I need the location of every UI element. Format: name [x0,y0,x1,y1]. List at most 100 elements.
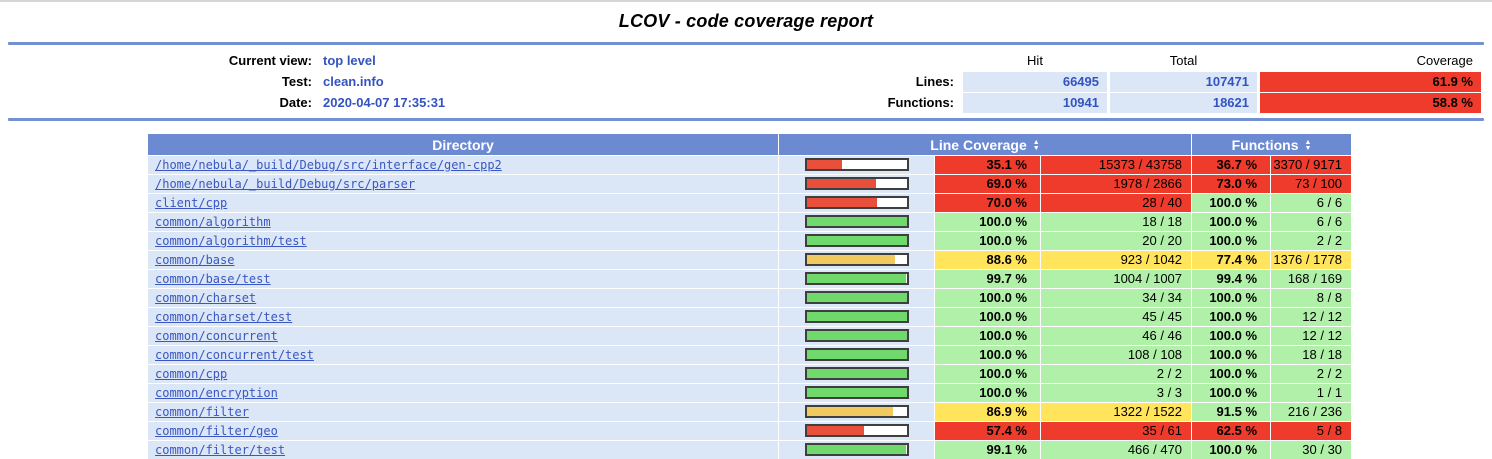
directory-link[interactable]: common/encryption [155,386,278,400]
coverage-bar [804,405,909,419]
directory-link[interactable]: common/algorithm [155,215,271,229]
coverage-table-body: /home/nebula/_build/Debug/src/interface/… [148,156,1352,459]
directory-link[interactable]: common/filter [155,405,249,419]
sort-updown-icon[interactable]: ▲ ▼ [1304,139,1312,152]
line-coverage-column-header: Line Coverage ▲ ▼ [779,134,1192,155]
table-row: common/filter/test 99.1 % 466 / 470 100.0 %… [148,441,1352,459]
lines-hit-value: 66495 [963,72,1107,92]
directory-column-header: Directory [148,134,778,155]
sort-updown-icon[interactable]: ▲ ▼ [1032,139,1040,152]
func-count-cell: 18 / 18 [1271,346,1352,364]
test-value: clean.info [323,74,384,89]
coverage-bar-cell [779,327,934,345]
func-percent-cell: 100.0 % [1192,327,1271,345]
lines-label: Lines: [915,74,954,89]
line-percent-cell: 99.1 % [935,441,1040,459]
coverage-bar-fill [806,350,907,360]
directory-cell: client/cpp [148,194,778,212]
line-count-cell: 923 / 1042 [1041,251,1192,269]
table-row: /home/nebula/_build/Debug/src/parser 69.0… [148,175,1352,193]
line-percent-cell: 100.0 % [935,232,1040,250]
table-row: /home/nebula/_build/Debug/src/interface/… [148,156,1352,174]
table-row: client/cpp 70.0 % 28 / 40 100.0 % 6 / 6 [148,194,1352,212]
summary-metrics: Hit Total Coverage Lines: 66495 107471 6… [846,50,1484,114]
coverage-bar-cell [779,384,934,402]
coverage-bar-fill [806,331,907,341]
directory-cell: common/concurrent [148,327,778,345]
directory-link[interactable]: common/base [155,253,235,267]
directory-cell: common/filter/geo [148,422,778,440]
line-count-cell: 1322 / 1522 [1041,403,1192,421]
coverage-bar [804,310,909,324]
directory-cell: common/base [148,251,778,269]
func-percent-cell: 100.0 % [1192,365,1271,383]
coverage-bar [804,215,909,229]
line-percent-cell: 100.0 % [935,327,1040,345]
table-row: common/base 88.6 % 923 / 1042 77.4 % 1376 / … [148,251,1352,269]
line-percent-cell: 88.6 % [935,251,1040,269]
func-count-cell: 6 / 6 [1271,213,1352,231]
directory-link[interactable]: /home/nebula/_build/Debug/src/interface/… [155,158,502,172]
coverage-bar-fill [806,217,907,227]
coverage-bar-cell [779,232,934,250]
directory-link[interactable]: /home/nebula/_build/Debug/src/parser [155,177,416,191]
directory-cell: common/charset/test [148,308,778,326]
line-percent-cell: 100.0 % [935,384,1040,402]
coverage-bar-cell [779,251,934,269]
line-count-cell: 1004 / 1007 [1041,270,1192,288]
directory-link[interactable]: common/algorithm/test [155,234,307,248]
coverage-bar-cell [779,270,934,288]
window-top-border [0,0,1492,2]
coverage-bar [804,386,909,400]
directory-link[interactable]: common/filter/geo [155,424,278,438]
directory-link[interactable]: common/charset/test [155,310,293,324]
func-percent-cell: 91.5 % [1192,403,1271,421]
line-count-cell: 20 / 20 [1041,232,1192,250]
date-value: 2020-04-07 17:35:31 [323,95,446,110]
coverage-bar-fill [806,426,864,436]
coverage-bar-cell [779,194,934,212]
coverage-bar-cell [779,365,934,383]
table-row: common/charset 100.0 % 34 / 34 100.0 % 8 / 8 [148,289,1352,307]
coverage-bar-cell [779,441,934,459]
coverage-bar [804,234,909,248]
directory-link[interactable]: common/cpp [155,367,228,381]
functions-coverage-value: 58.8 % [1260,93,1481,113]
func-count-cell: 1376 / 1778 [1271,251,1352,269]
line-percent-cell: 57.4 % [935,422,1040,440]
directory-cell: common/algorithm/test [148,232,778,250]
func-count-cell: 3370 / 9171 [1271,156,1352,174]
directory-link[interactable]: common/concurrent/test [155,348,314,362]
functions-total-value: 18621 [1110,93,1257,113]
coverage-bar-cell [779,175,934,193]
table-row: common/algorithm 100.0 % 18 / 18 100.0 % 6 /… [148,213,1352,231]
hit-column-header: Hit [1027,53,1043,68]
coverage-bar [804,367,909,381]
line-percent-cell: 69.0 % [935,175,1040,193]
functions-label: Functions: [887,95,954,110]
lines-coverage-value: 61.9 % [1260,72,1481,92]
directory-cell: common/concurrent/test [148,346,778,364]
table-row: common/cpp 100.0 % 2 / 2 100.0 % 2 / 2 [148,365,1352,383]
func-percent-cell: 77.4 % [1192,251,1271,269]
func-count-cell: 6 / 6 [1271,194,1352,212]
report-header: Current view: top level Test: clean.info… [8,50,1484,114]
coverage-bar-fill [806,312,907,322]
directory-link[interactable]: common/charset [155,291,257,305]
func-percent-cell: 99.4 % [1192,270,1271,288]
directory-link[interactable]: common/filter/test [155,443,286,457]
directory-cell: common/charset [148,289,778,307]
line-count-cell: 34 / 34 [1041,289,1192,307]
coverage-bar-cell [779,289,934,307]
horizontal-rule-top [8,42,1484,45]
directory-link[interactable]: client/cpp [155,196,228,210]
line-percent-cell: 99.7 % [935,270,1040,288]
func-count-cell: 30 / 30 [1271,441,1352,459]
coverage-bar-cell [779,422,934,440]
current-view-label: Current view: [228,53,312,68]
directory-link[interactable]: common/concurrent [155,329,278,343]
directory-link[interactable]: common/base/test [155,272,271,286]
line-percent-cell: 100.0 % [935,346,1040,364]
line-percent-cell: 100.0 % [935,213,1040,231]
func-count-cell: 2 / 2 [1271,365,1352,383]
